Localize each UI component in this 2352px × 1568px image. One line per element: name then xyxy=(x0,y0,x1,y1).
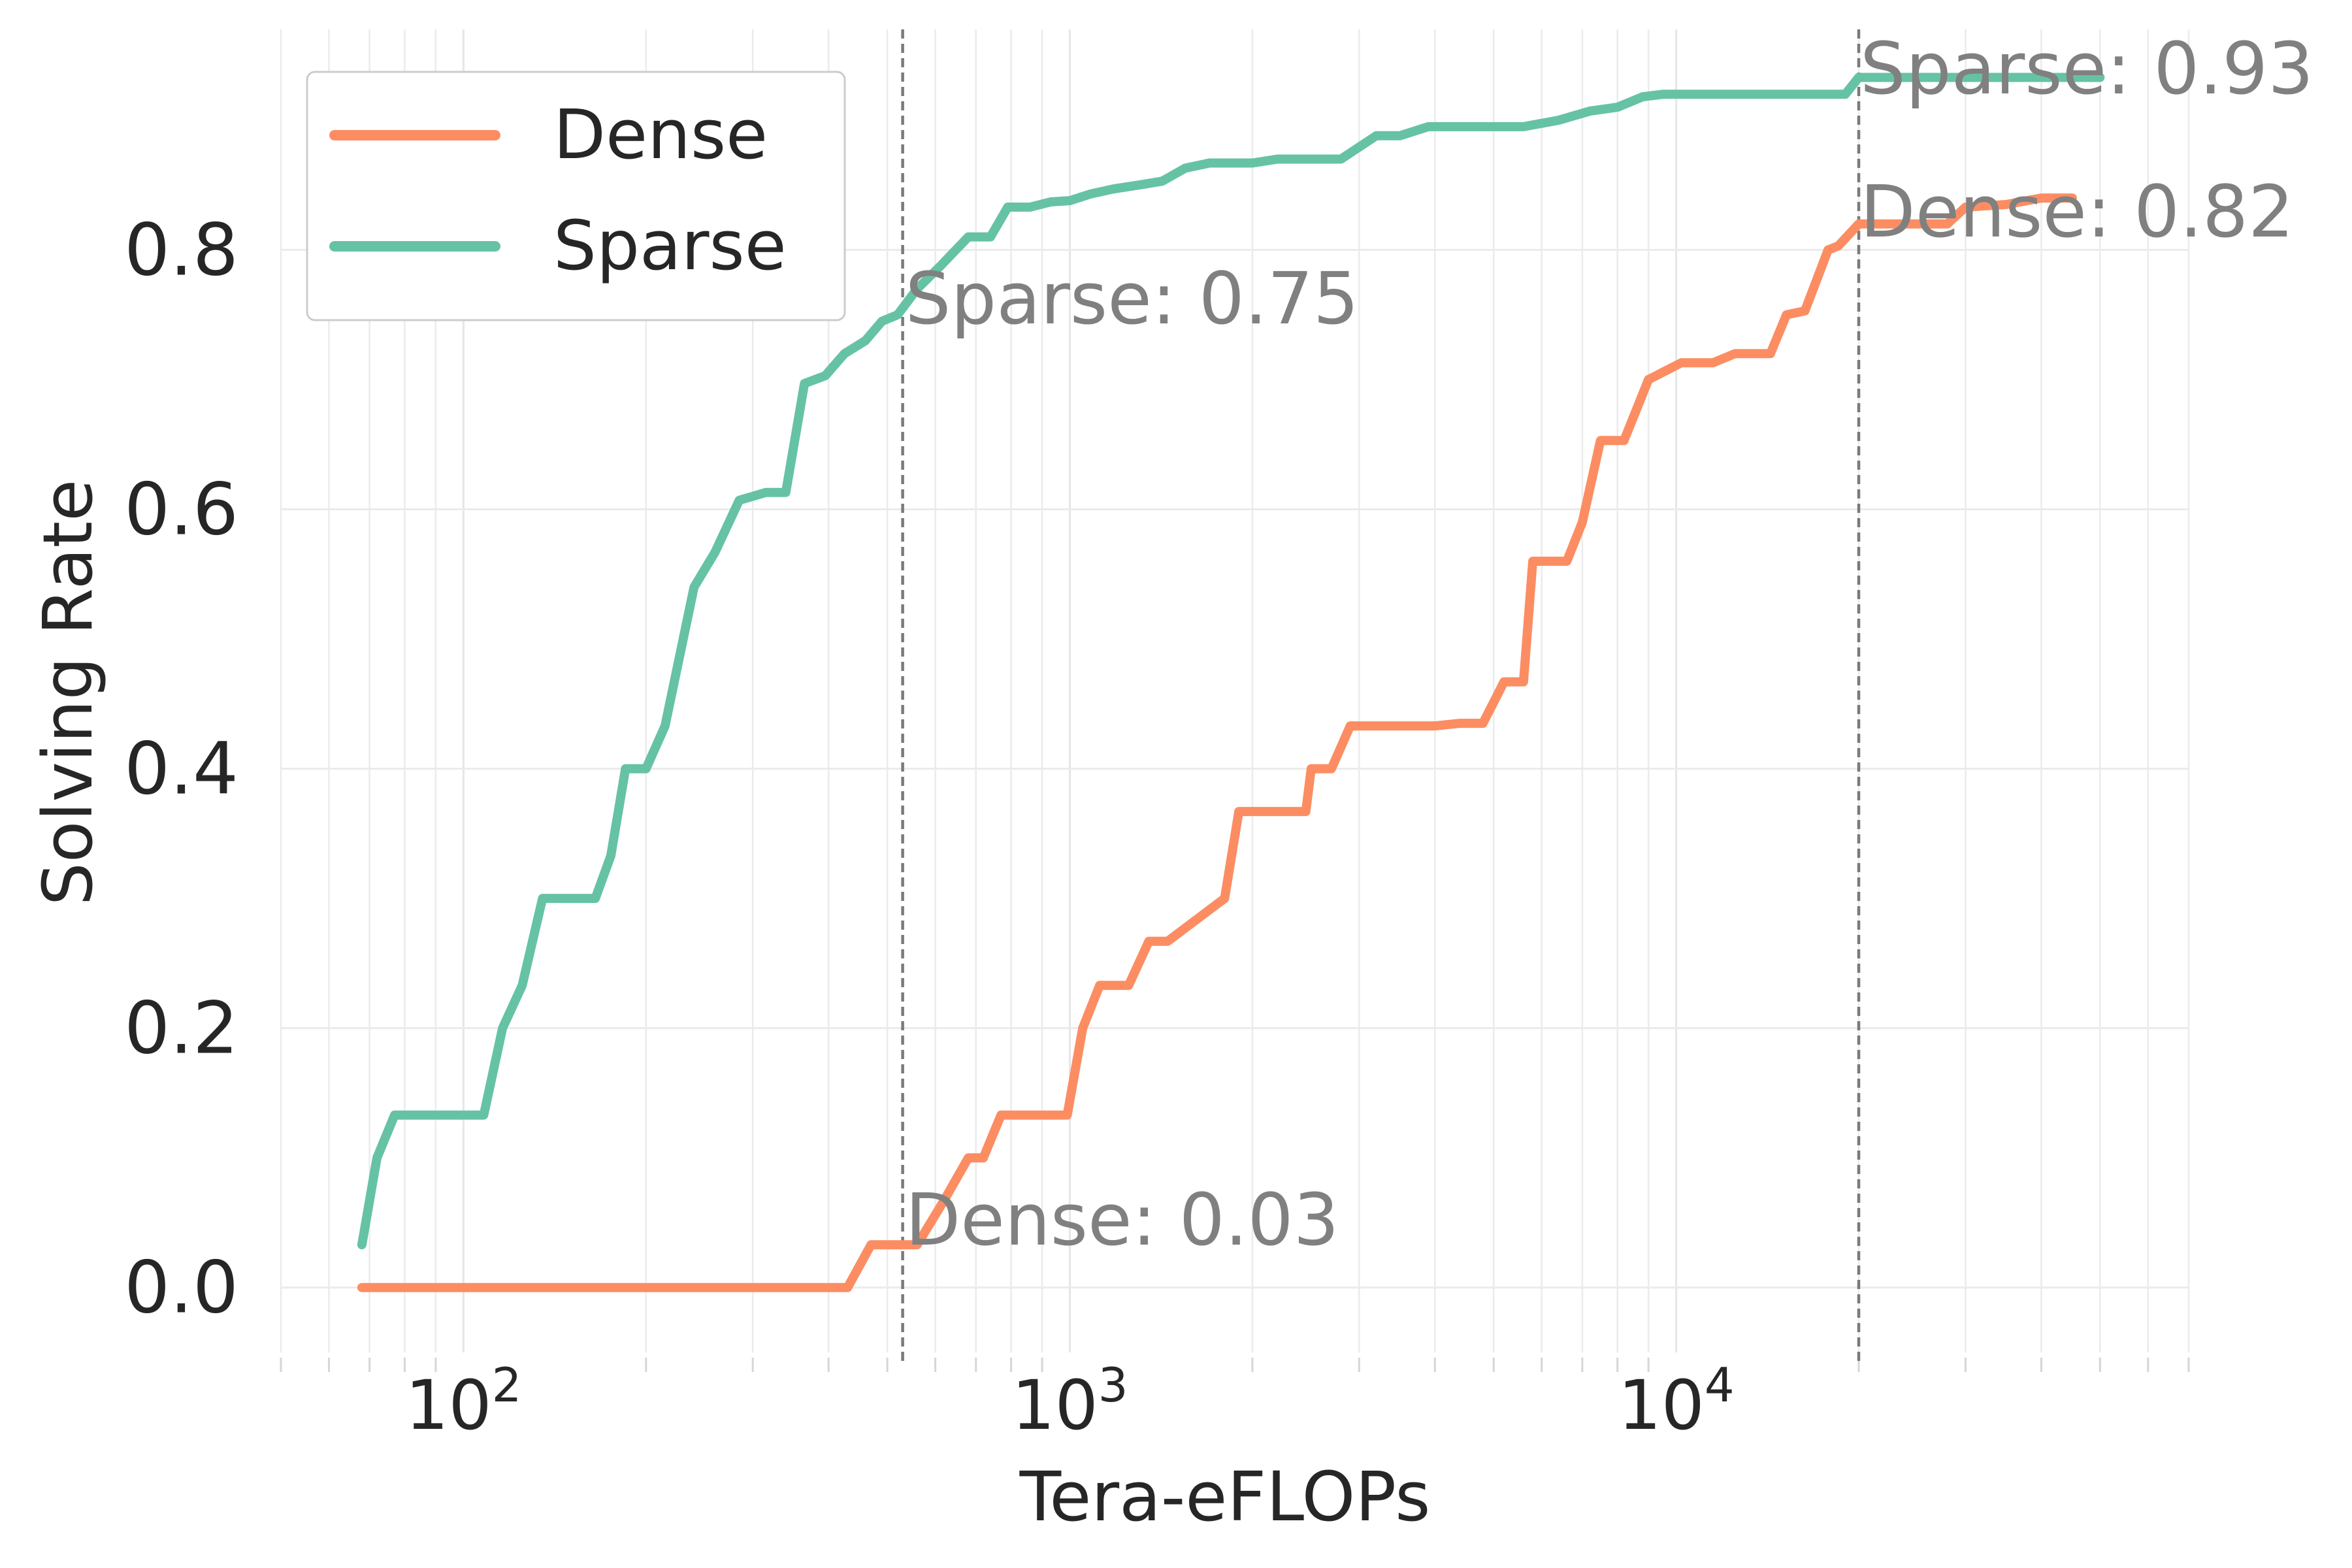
y-tick-label: 0.2 xyxy=(124,987,238,1070)
series-line-dense xyxy=(357,193,2077,1292)
y-axis-title: Solving Rate xyxy=(28,480,108,906)
y-tick-label: 0.0 xyxy=(124,1246,238,1330)
annotation-dense-first: Dense: 0.03 xyxy=(906,1178,1339,1262)
x-tick-label: 104 xyxy=(1618,1358,1735,1445)
legend-sparse-label: Sparse xyxy=(553,206,787,286)
x-axis-title: Tera-eFLOPs xyxy=(1019,1457,1431,1537)
x-axis-ticks: 102 103 104 xyxy=(405,1358,1734,1445)
y-tick-label: 0.4 xyxy=(124,727,238,811)
y-tick-label: 0.8 xyxy=(124,208,238,292)
annotations: Sparse: 0.75 Dense: 0.03 Sparse: 0.93 Dense… xyxy=(906,27,2314,1262)
y-tick-label: 0.6 xyxy=(124,468,238,551)
x-tick-label: 103 xyxy=(1011,1358,1128,1445)
x-tick-label: 102 xyxy=(405,1358,521,1445)
reference-lines xyxy=(901,29,1861,1365)
series-layer xyxy=(357,73,2105,1292)
legend: Dense Sparse xyxy=(306,71,846,321)
legend-dense-label: Dense xyxy=(553,95,768,174)
annotation-dense-second: Dense: 0.82 xyxy=(1860,170,2294,253)
annotation-sparse-second: Sparse: 0.93 xyxy=(1860,27,2313,110)
annotation-sparse-first: Sparse: 0.75 xyxy=(906,257,1359,340)
series-line-sparse xyxy=(357,73,2105,1250)
y-axis-ticks: 0.0 0.2 0.4 0.6 0.8 xyxy=(124,208,238,1330)
